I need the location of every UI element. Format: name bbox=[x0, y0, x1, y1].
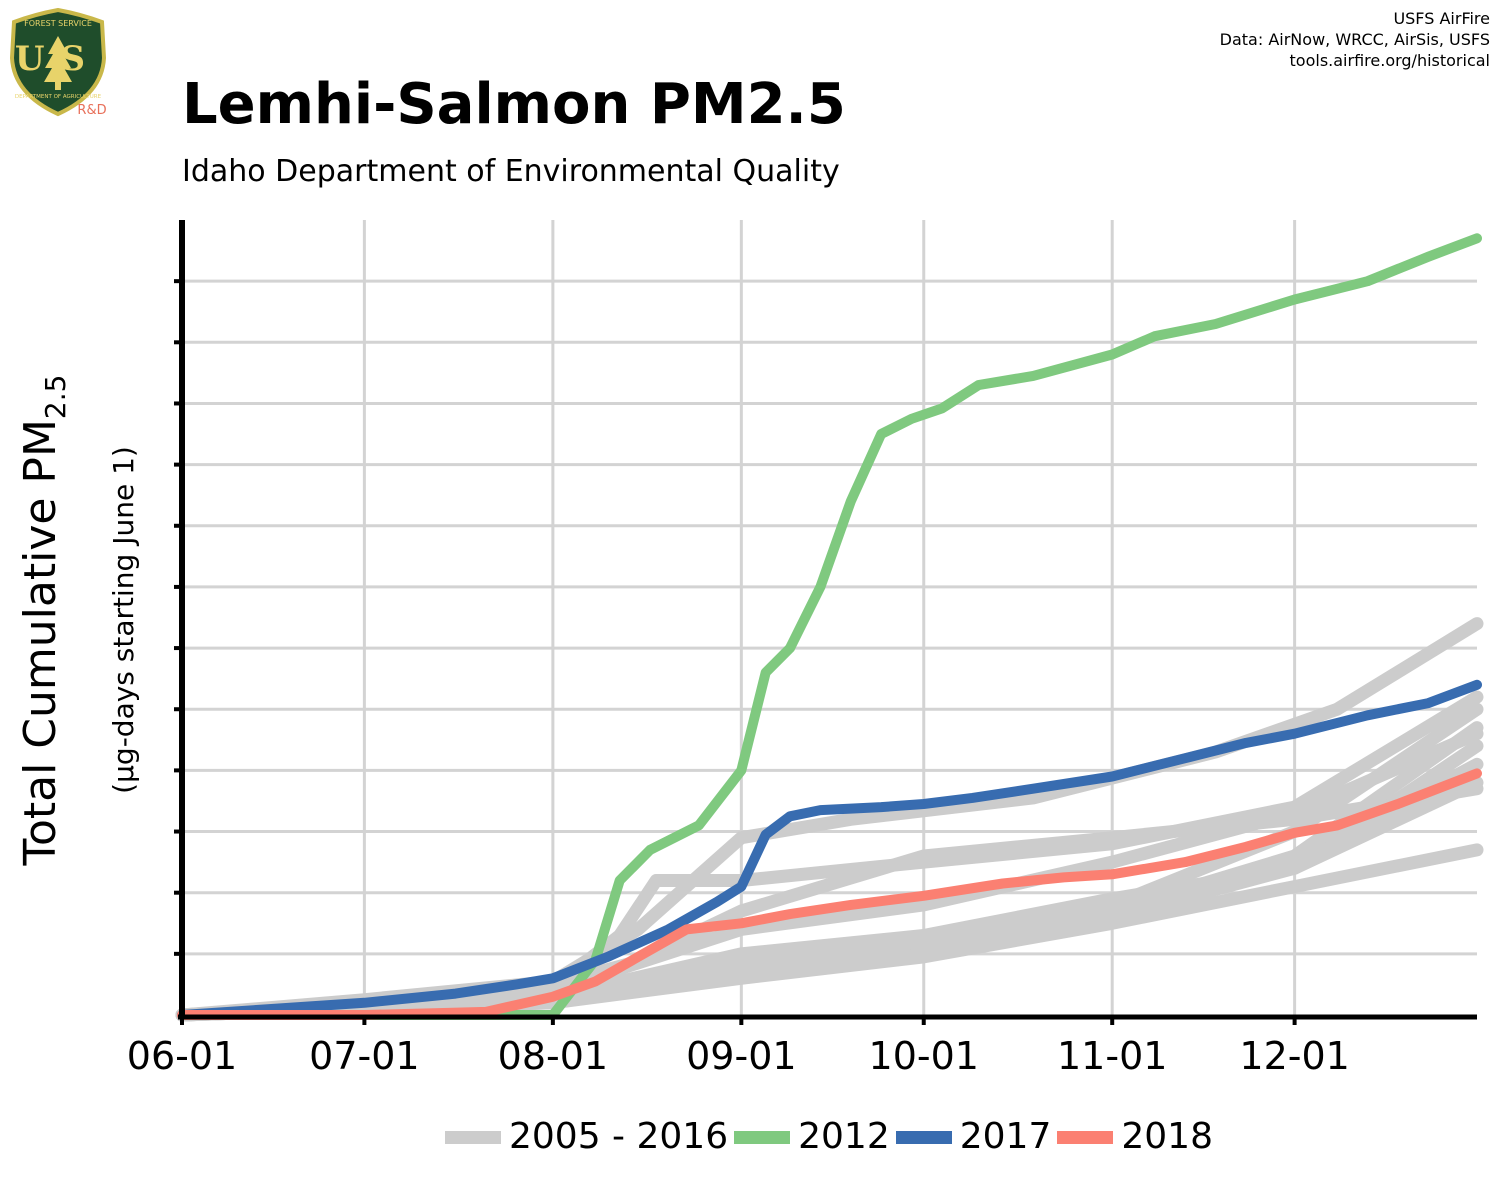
legend-label: 2012 bbox=[798, 1116, 890, 1157]
x-tick-label: 07-01 bbox=[309, 1034, 419, 1078]
y-axis-units-label: (µg-days starting June 1) bbox=[107, 446, 140, 794]
x-tick-label: 09-01 bbox=[686, 1034, 796, 1078]
credits-line: tools.airfire.org/historical bbox=[1289, 51, 1490, 70]
legend-swatch bbox=[734, 1130, 791, 1144]
chart-subtitle: Idaho Department of Environmental Qualit… bbox=[182, 154, 840, 189]
usfs-shield-logo: FOREST SERVICE US DEPARTMENT OF AGRICULT… bbox=[9, 7, 107, 118]
logo-forest-service-text: FOREST SERVICE bbox=[24, 19, 92, 28]
credits-line: USFS AirFire bbox=[1393, 9, 1490, 28]
legend-item: 2012 bbox=[734, 1113, 890, 1161]
legend-label: 2005 - 2016 bbox=[509, 1116, 729, 1157]
x-tick-label: 11-01 bbox=[1057, 1034, 1167, 1078]
legend-item: 2005 - 2016 bbox=[445, 1113, 728, 1161]
series-line-2012 bbox=[177, 233, 1482, 1020]
axes bbox=[174, 220, 1477, 1025]
x-tick-label: 12-01 bbox=[1239, 1034, 1349, 1078]
legend: 2005 - 2016 2012 2017 2018 bbox=[445, 1112, 1219, 1162]
x-tick-labels: 06-01 07-01 08-01 09-01 10-01 11-01 12-01 bbox=[127, 1034, 1350, 1078]
tree-icon bbox=[44, 36, 72, 82]
legend-swatch bbox=[445, 1130, 501, 1144]
series-layer bbox=[175, 233, 1484, 1022]
grid bbox=[182, 220, 1477, 1015]
chart-title: Lemhi-Salmon PM2.5 bbox=[182, 72, 846, 137]
logo-rd-text: R&D bbox=[77, 103, 106, 118]
y-axis-label-text: Total Cumulative PM bbox=[15, 419, 66, 866]
x-tick-label: 10-01 bbox=[869, 1034, 979, 1078]
y-axis-label: Total Cumulative PM2.5 bbox=[15, 375, 72, 867]
logo-department-text: DEPARTMENT OF AGRICULTURE bbox=[15, 94, 102, 100]
tree-trunk bbox=[55, 82, 61, 90]
legend-item: 2018 bbox=[1057, 1113, 1213, 1161]
x-tick-label: 06-01 bbox=[127, 1034, 237, 1078]
series-line-2018 bbox=[177, 768, 1482, 1020]
legend-swatch bbox=[1057, 1130, 1114, 1144]
y-axis-label-subscript: 2.5 bbox=[39, 375, 72, 420]
credits-block: USFS AirFire Data: AirNow, WRCC, AirSis,… bbox=[1220, 8, 1490, 71]
legend-label: 2018 bbox=[1121, 1116, 1213, 1157]
legend-label: 2017 bbox=[959, 1116, 1052, 1157]
x-tick-label: 08-01 bbox=[498, 1034, 608, 1078]
credits-line: Data: AirNow, WRCC, AirSis, USFS bbox=[1219, 30, 1490, 49]
legend-swatch bbox=[895, 1130, 952, 1144]
series-line-2017 bbox=[177, 679, 1482, 1020]
legend-item: 2017 bbox=[895, 1113, 1052, 1161]
